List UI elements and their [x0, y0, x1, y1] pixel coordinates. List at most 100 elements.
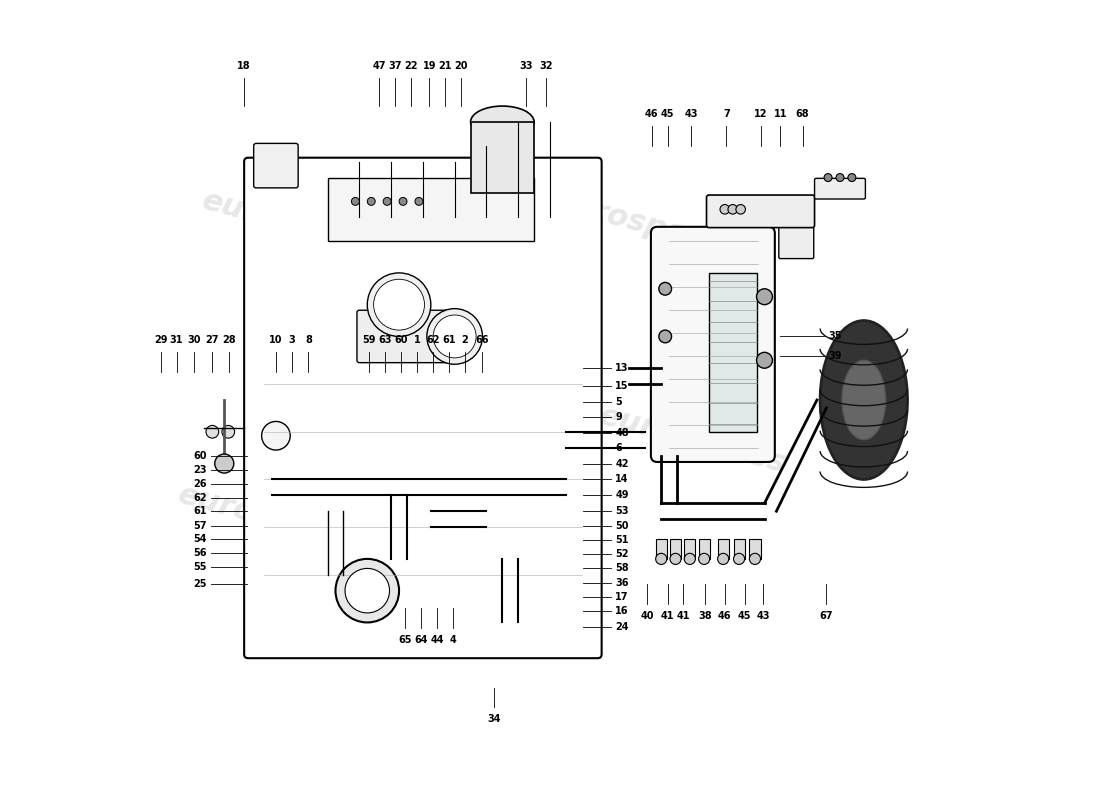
Circle shape [336, 559, 399, 622]
Bar [698, 539, 710, 559]
Text: 45: 45 [661, 109, 674, 119]
Ellipse shape [821, 321, 908, 479]
Text: 52: 52 [615, 549, 628, 559]
Text: 31: 31 [169, 335, 184, 346]
Circle shape [345, 569, 389, 613]
Bar [717, 539, 729, 559]
FancyBboxPatch shape [706, 195, 814, 228]
FancyBboxPatch shape [814, 178, 866, 199]
Text: 60: 60 [194, 450, 207, 461]
Bar [684, 539, 695, 559]
FancyBboxPatch shape [779, 200, 814, 258]
FancyBboxPatch shape [651, 227, 774, 462]
Text: 8: 8 [305, 335, 312, 346]
Circle shape [222, 426, 234, 438]
Bar [471, 122, 535, 194]
Circle shape [433, 315, 476, 358]
Text: 43: 43 [756, 611, 770, 621]
Text: 53: 53 [615, 506, 628, 516]
Text: 28: 28 [222, 335, 235, 346]
Circle shape [427, 309, 483, 364]
Text: 30: 30 [187, 335, 201, 346]
Ellipse shape [842, 360, 886, 440]
Text: 11: 11 [773, 109, 788, 119]
Circle shape [717, 554, 729, 565]
Text: 26: 26 [194, 479, 207, 490]
Circle shape [214, 454, 234, 473]
Text: 7: 7 [723, 109, 729, 119]
Circle shape [684, 554, 695, 565]
Text: 15: 15 [615, 381, 628, 390]
Text: 68: 68 [795, 109, 810, 119]
Text: 48: 48 [615, 428, 629, 438]
Circle shape [749, 554, 760, 565]
Text: 18: 18 [238, 62, 251, 71]
Text: 27: 27 [205, 335, 218, 346]
Circle shape [728, 205, 737, 214]
Circle shape [670, 554, 681, 565]
Text: 44: 44 [430, 635, 444, 645]
Text: 36: 36 [615, 578, 628, 588]
Text: 50: 50 [615, 521, 628, 530]
Text: 54: 54 [194, 534, 207, 544]
Text: 56: 56 [194, 547, 207, 558]
Text: eurospares: eurospares [549, 186, 742, 264]
Text: 2: 2 [462, 335, 469, 346]
Text: 39: 39 [828, 351, 842, 362]
Circle shape [206, 426, 219, 438]
Text: 16: 16 [615, 606, 628, 616]
Circle shape [734, 554, 745, 565]
Circle shape [659, 282, 672, 295]
Text: 63: 63 [378, 335, 392, 346]
Text: 10: 10 [270, 335, 283, 346]
Text: 6: 6 [615, 442, 622, 453]
Text: 17: 17 [615, 592, 628, 602]
Text: 58: 58 [615, 563, 629, 574]
Circle shape [351, 198, 360, 206]
FancyBboxPatch shape [254, 143, 298, 188]
Circle shape [757, 352, 772, 368]
Circle shape [659, 330, 672, 342]
Text: 43: 43 [684, 109, 699, 119]
Bar [328, 178, 535, 241]
Text: 49: 49 [615, 490, 628, 500]
Circle shape [415, 198, 422, 206]
Text: 66: 66 [475, 335, 490, 346]
Text: 3: 3 [288, 335, 295, 346]
Text: 67: 67 [820, 611, 833, 621]
Text: 35: 35 [828, 331, 842, 342]
Bar [670, 539, 681, 559]
Text: 47: 47 [373, 62, 386, 71]
Text: 55: 55 [194, 562, 207, 572]
Text: 59: 59 [362, 335, 375, 346]
Text: eurospares: eurospares [175, 480, 368, 558]
Text: 23: 23 [194, 465, 207, 475]
Text: 9: 9 [615, 413, 622, 422]
Text: 12: 12 [754, 109, 768, 119]
Text: 65: 65 [398, 635, 412, 645]
Text: 61: 61 [442, 335, 455, 346]
Text: 24: 24 [615, 622, 628, 632]
Bar [734, 539, 745, 559]
Text: 29: 29 [154, 335, 167, 346]
Text: 42: 42 [615, 458, 628, 469]
Bar [708, 273, 757, 432]
Text: 45: 45 [738, 611, 751, 621]
Circle shape [848, 174, 856, 182]
Text: 14: 14 [615, 474, 628, 485]
Circle shape [836, 174, 844, 182]
Text: 25: 25 [194, 579, 207, 590]
Bar [749, 539, 760, 559]
Text: 57: 57 [194, 521, 207, 530]
Text: 60: 60 [395, 335, 408, 346]
Text: 1: 1 [414, 335, 420, 346]
Text: 51: 51 [615, 535, 628, 545]
Bar [656, 539, 667, 559]
Circle shape [383, 198, 392, 206]
Text: 46: 46 [718, 611, 732, 621]
Text: 41: 41 [676, 611, 690, 621]
Text: 4: 4 [450, 635, 456, 645]
Text: eurospares: eurospares [374, 536, 568, 614]
Text: 38: 38 [698, 611, 712, 621]
Circle shape [824, 174, 832, 182]
